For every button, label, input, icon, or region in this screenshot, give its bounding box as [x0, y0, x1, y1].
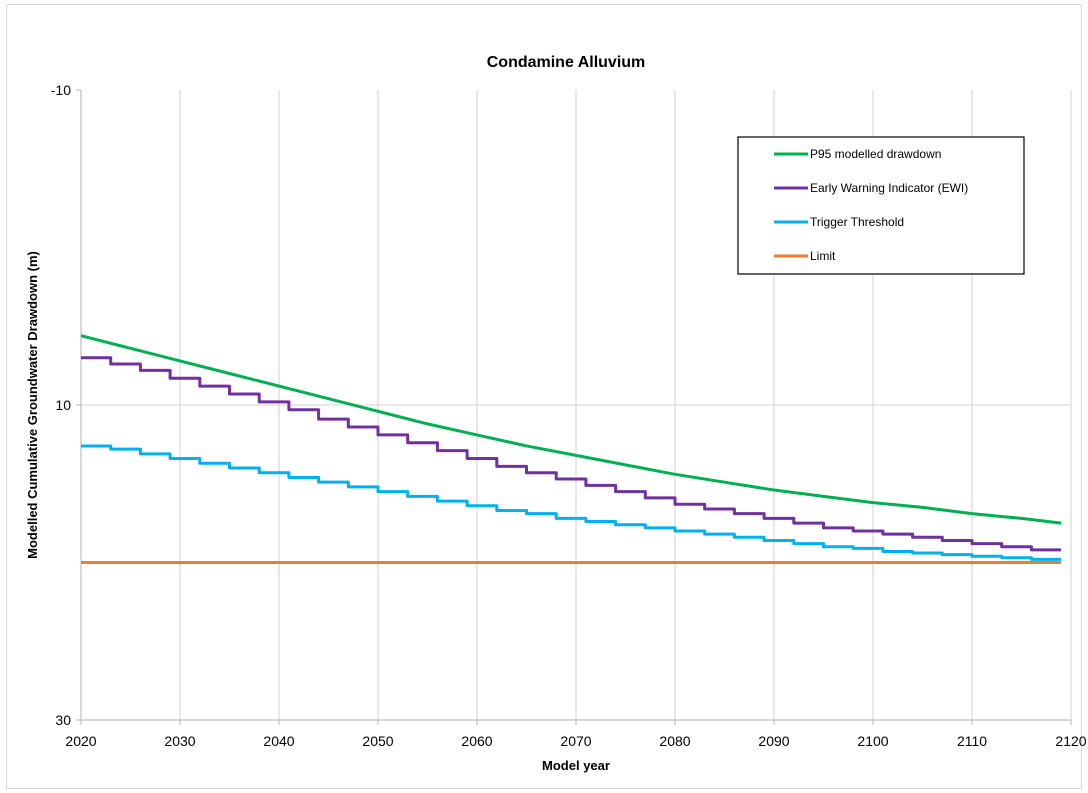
legend-label-limit: Limit — [810, 249, 836, 263]
x-tick-label: 2100 — [857, 733, 888, 749]
series-line-trigger-threshold — [81, 444, 1062, 561]
x-tick-label: 2120 — [1055, 733, 1086, 749]
series-line-early-warning-indicator-ewi — [81, 356, 1062, 552]
legend: P95 modelled drawdown Early Warning Indic… — [737, 136, 1025, 275]
x-tick-label: 2040 — [263, 733, 294, 749]
x-tick-label: 2020 — [65, 733, 96, 749]
y-axis-ticks: -10 10 30 — [51, 82, 81, 728]
x-tick-label: 2080 — [659, 733, 690, 749]
legend-label-p95-modelled-drawdown: P95 modelled drawdown — [810, 147, 941, 161]
series-line-p95-modelled-drawdown — [80, 334, 1062, 525]
x-tick-label: 2030 — [164, 733, 195, 749]
x-axis-label: Model year — [542, 758, 610, 773]
y-tick-label: -10 — [51, 82, 71, 98]
legend-box — [737, 136, 1025, 275]
x-tick-label: 2060 — [461, 733, 492, 749]
x-tick-label: 2110 — [957, 733, 987, 749]
series-layer — [80, 334, 1062, 564]
legend-label-early-warning-indicator-ewi: Early Warning Indicator (EWI) — [810, 181, 968, 195]
chart-title: Condamine Alluvium — [487, 54, 646, 71]
y-axis-label: Modelled Cumulative Groundwater Drawdown… — [25, 251, 40, 559]
x-tick-label: 2050 — [362, 733, 393, 749]
legend-label-trigger-threshold: Trigger Threshold — [810, 215, 904, 229]
x-tick-label: 2090 — [758, 733, 789, 749]
chart-frame — [6, 4, 1082, 789]
y-tick-label: 10 — [55, 397, 71, 413]
x-tick-label: 2070 — [560, 733, 591, 749]
x-axis-ticks: 2020 2030 2040 2050 2060 2070 2080 2090 2100 2110… — [65, 720, 1087, 749]
y-tick-label: 30 — [55, 712, 71, 728]
